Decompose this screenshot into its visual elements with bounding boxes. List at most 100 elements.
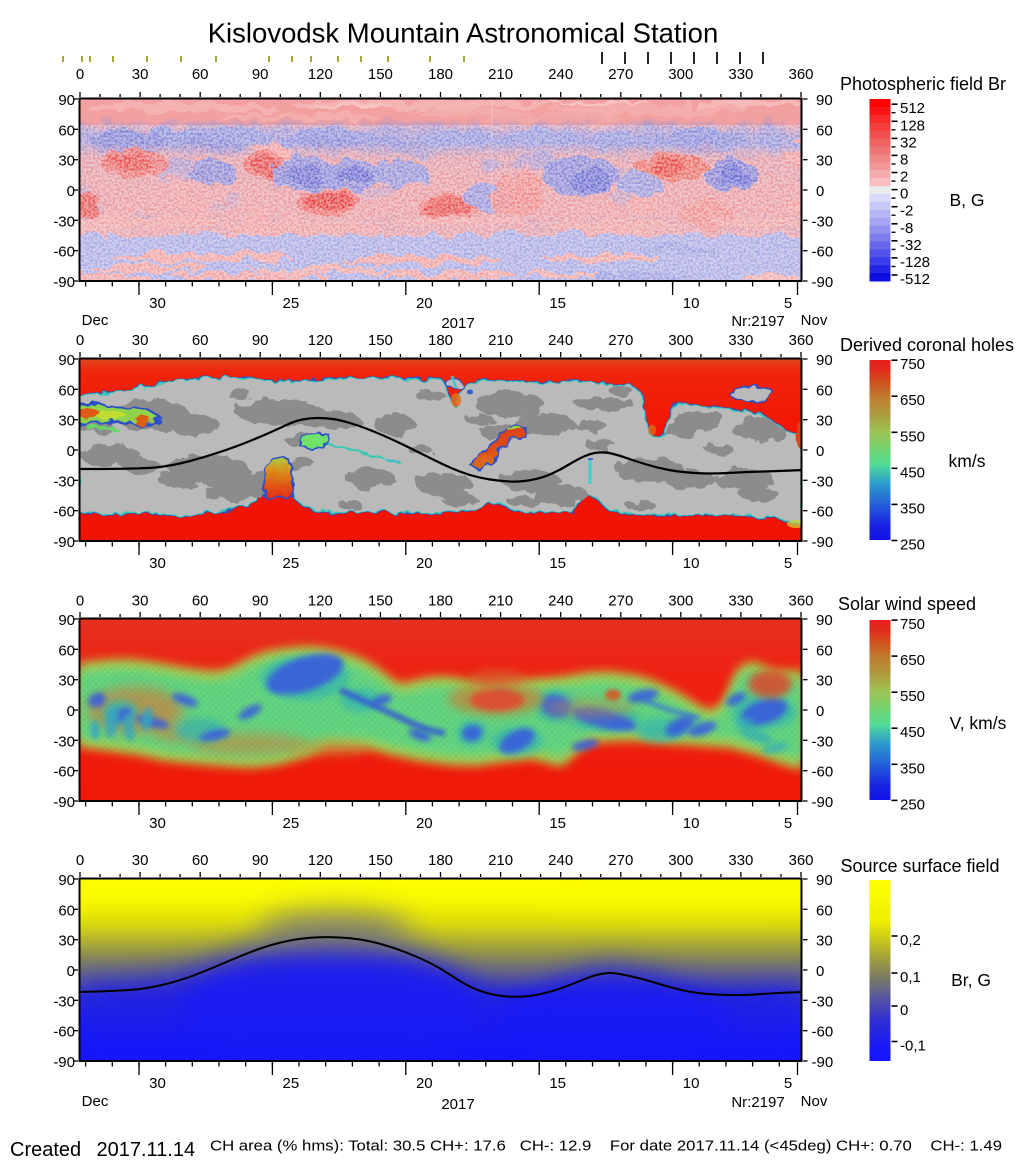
svg-text:90: 90 (58, 92, 75, 109)
svg-text:0: 0 (900, 186, 908, 203)
svg-text:750: 750 (900, 616, 925, 633)
svg-text:30: 30 (132, 332, 149, 349)
svg-text:Dec: Dec (82, 1093, 109, 1110)
svg-text:0: 0 (76, 852, 84, 869)
svg-text:120: 120 (308, 593, 333, 610)
svg-text:60: 60 (816, 902, 833, 919)
svg-text:350: 350 (900, 760, 925, 777)
svg-text:25: 25 (283, 815, 300, 832)
svg-text:30: 30 (58, 153, 75, 170)
svg-text:Nov: Nov (801, 1093, 828, 1110)
svg-text:20: 20 (416, 1075, 433, 1092)
svg-text:90: 90 (816, 612, 833, 629)
svg-text:0: 0 (67, 703, 75, 720)
svg-text:180: 180 (428, 852, 453, 869)
svg-text:0: 0 (816, 443, 824, 460)
svg-text:270: 270 (608, 332, 633, 349)
svg-text:30: 30 (816, 673, 833, 690)
svg-text:180: 180 (428, 66, 453, 83)
svg-text:240: 240 (548, 593, 573, 610)
svg-text:-60: -60 (53, 1024, 75, 1041)
svg-text:8: 8 (900, 151, 908, 168)
svg-text:450: 450 (900, 724, 925, 741)
svg-text:150: 150 (368, 593, 393, 610)
svg-text:30: 30 (816, 933, 833, 950)
svg-text:300: 300 (668, 66, 693, 83)
svg-text:180: 180 (428, 593, 453, 610)
svg-text:330: 330 (728, 66, 753, 83)
svg-text:20: 20 (416, 295, 433, 312)
svg-text:128: 128 (900, 117, 925, 134)
svg-text:330: 330 (728, 332, 753, 349)
svg-text:10: 10 (683, 1075, 700, 1092)
svg-text:B, G: B, G (949, 190, 984, 210)
svg-text:650: 650 (900, 652, 925, 669)
svg-text:450: 450 (900, 464, 925, 481)
svg-text:15: 15 (549, 295, 566, 312)
svg-text:30: 30 (149, 295, 166, 312)
svg-text:550: 550 (900, 688, 925, 705)
svg-text:-30: -30 (812, 473, 834, 490)
svg-text:650: 650 (900, 392, 925, 409)
svg-text:2017: 2017 (441, 1096, 474, 1113)
svg-text:-90: -90 (812, 534, 834, 551)
svg-text:30: 30 (58, 673, 75, 690)
svg-text:Source surface field: Source surface field (840, 856, 999, 876)
svg-text:-30: -30 (812, 213, 834, 230)
svg-text:Derived coronal holes: Derived coronal holes (840, 335, 1014, 355)
svg-text:25: 25 (283, 555, 300, 572)
svg-text:-60: -60 (53, 244, 75, 261)
svg-text:550: 550 (900, 428, 925, 445)
svg-text:Photospheric field Br: Photospheric field Br (840, 74, 1006, 94)
svg-text:60: 60 (58, 382, 75, 399)
svg-text:60: 60 (816, 642, 833, 659)
svg-text:-128: -128 (900, 254, 930, 271)
svg-text:210: 210 (488, 852, 513, 869)
svg-text:-30: -30 (53, 733, 75, 750)
svg-text:32: 32 (900, 134, 917, 151)
svg-text:Br, G: Br, G (951, 970, 991, 990)
svg-text:30: 30 (132, 66, 149, 83)
svg-text:90: 90 (816, 92, 833, 109)
svg-text:360: 360 (788, 852, 813, 869)
svg-text:-90: -90 (812, 274, 834, 291)
svg-text:330: 330 (728, 593, 753, 610)
svg-text:20: 20 (416, 815, 433, 832)
svg-text:-60: -60 (53, 764, 75, 781)
svg-text:km/s: km/s (949, 451, 986, 471)
svg-text:0: 0 (816, 963, 824, 980)
svg-text:750: 750 (900, 356, 925, 373)
svg-text:V, km/s: V, km/s (950, 713, 1007, 733)
svg-text:270: 270 (608, 66, 633, 83)
svg-text:60: 60 (816, 382, 833, 399)
svg-text:0: 0 (76, 593, 84, 610)
svg-text:90: 90 (816, 352, 833, 369)
svg-text:30: 30 (816, 413, 833, 430)
svg-text:10: 10 (683, 555, 700, 572)
svg-text:-90: -90 (53, 1054, 75, 1071)
svg-text:120: 120 (308, 66, 333, 83)
svg-text:60: 60 (58, 642, 75, 659)
svg-text:-30: -30 (53, 213, 75, 230)
svg-text:30: 30 (149, 1075, 166, 1092)
svg-text:Nr:2197: Nr:2197 (731, 1094, 784, 1111)
svg-text:512: 512 (900, 100, 925, 117)
svg-text:0: 0 (67, 443, 75, 460)
svg-text:0: 0 (816, 183, 824, 200)
svg-text:-2: -2 (900, 203, 913, 220)
svg-text:Created: Created (10, 1139, 81, 1161)
svg-text:30: 30 (58, 933, 75, 950)
svg-text:0: 0 (67, 183, 75, 200)
svg-text:-32: -32 (900, 237, 922, 254)
svg-text:300: 300 (668, 332, 693, 349)
svg-text:Dec: Dec (82, 312, 109, 329)
svg-text:0: 0 (900, 1002, 908, 1019)
svg-text:-60: -60 (812, 1024, 834, 1041)
svg-text:CH area (% hms): Total: 30.5 C: CH area (% hms): Total: 30.5 CH+: 17.6 C… (210, 1138, 1002, 1155)
svg-text:30: 30 (149, 555, 166, 572)
svg-text:90: 90 (252, 332, 269, 349)
svg-text:-0,1: -0,1 (900, 1038, 926, 1055)
svg-text:250: 250 (900, 537, 925, 554)
svg-text:30: 30 (149, 815, 166, 832)
svg-text:150: 150 (368, 332, 393, 349)
